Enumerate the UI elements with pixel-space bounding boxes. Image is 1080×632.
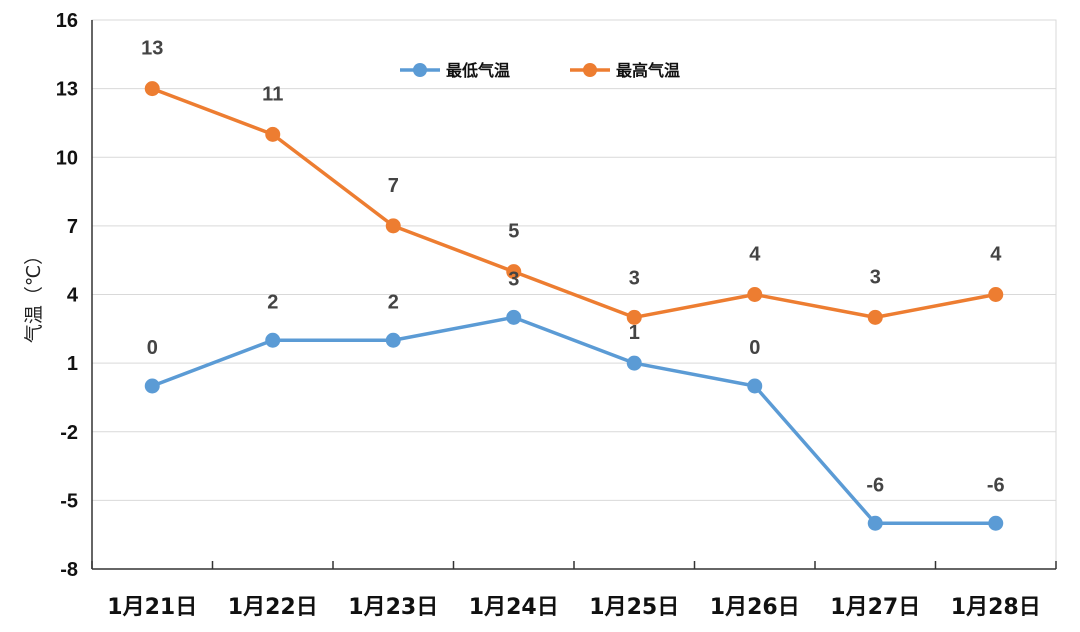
- data-label: 11: [262, 83, 283, 105]
- data-point: [385, 332, 401, 348]
- y-tick-label: 7: [67, 216, 78, 238]
- data-point: [747, 287, 763, 302]
- data-label: 3: [508, 268, 519, 290]
- data-label: 2: [267, 291, 278, 313]
- data-label: 3: [629, 267, 640, 289]
- series-layer: [144, 81, 1004, 531]
- data-label: 0: [147, 337, 158, 359]
- data-point: [988, 515, 1004, 531]
- data-label: 2: [388, 291, 399, 313]
- legend-label-1: 最高气温: [616, 61, 680, 80]
- y-axis-title: 气温（℃）: [23, 246, 45, 343]
- data-point: [747, 378, 763, 394]
- x-tick-label: 1月24日: [469, 595, 559, 620]
- y-tick-label: 1: [67, 353, 78, 375]
- data-label: 3: [870, 266, 881, 288]
- data-labels: 0 2 2 3 1 0 -6 -6 13 11 7 5 3 4 3 4: [141, 38, 1005, 497]
- y-tick-label: 13: [56, 79, 78, 101]
- data-point: [626, 355, 642, 371]
- data-point: [506, 309, 522, 325]
- data-label: 1: [629, 322, 640, 344]
- data-label: 0: [749, 337, 760, 359]
- data-point: [265, 126, 281, 142]
- x-tick-label: 1月27日: [830, 595, 920, 620]
- data-point: [265, 332, 281, 348]
- series-line-1: [150, 86, 998, 320]
- data-point: [144, 81, 160, 97]
- y-tick-label: -2: [60, 422, 78, 444]
- x-tick-label: 1月21日: [107, 595, 197, 620]
- data-label: 4: [749, 244, 761, 266]
- y-tick-label: 16: [56, 10, 78, 32]
- x-tick-label: 1月25日: [589, 595, 679, 620]
- legend-marker-0: [413, 63, 427, 77]
- y-tick-label: 10: [56, 147, 78, 169]
- y-tick-label: 4: [67, 285, 79, 307]
- data-point: [385, 218, 401, 234]
- legend: 最低气温 最高气温: [400, 61, 680, 80]
- data-point: [144, 378, 160, 394]
- data-point: [506, 264, 522, 280]
- series-line-0: [150, 315, 998, 525]
- x-tick-label: 1月23日: [348, 595, 438, 620]
- data-point: [867, 309, 883, 325]
- legend-marker-1: [583, 63, 597, 77]
- data-label: -6: [987, 474, 1005, 496]
- x-tick-label: 1月22日: [228, 595, 318, 620]
- data-label: -6: [866, 474, 884, 496]
- data-label: 5: [508, 221, 519, 243]
- data-point: [867, 515, 883, 531]
- y-tick-label: -8: [60, 559, 78, 581]
- data-label: 13: [141, 38, 163, 60]
- x-tick-label: 1月26日: [710, 595, 800, 620]
- data-point: [988, 287, 1004, 302]
- legend-label-0: 最低气温: [446, 61, 510, 80]
- y-tick-label: -5: [60, 490, 78, 512]
- x-tick-label: 1月28日: [951, 595, 1041, 620]
- data-point: [626, 309, 642, 325]
- data-label: 7: [388, 175, 399, 197]
- data-label: 4: [990, 244, 1002, 266]
